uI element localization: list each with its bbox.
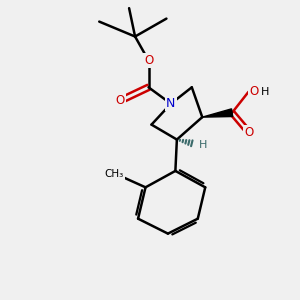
Text: H: H bbox=[199, 140, 207, 150]
Polygon shape bbox=[202, 109, 233, 117]
Text: O: O bbox=[116, 94, 125, 107]
Text: O: O bbox=[244, 126, 253, 139]
Text: H: H bbox=[261, 87, 269, 97]
Text: N: N bbox=[166, 97, 176, 110]
Text: O: O bbox=[144, 54, 153, 67]
Text: O: O bbox=[249, 85, 258, 98]
Text: CH₃: CH₃ bbox=[104, 169, 124, 179]
